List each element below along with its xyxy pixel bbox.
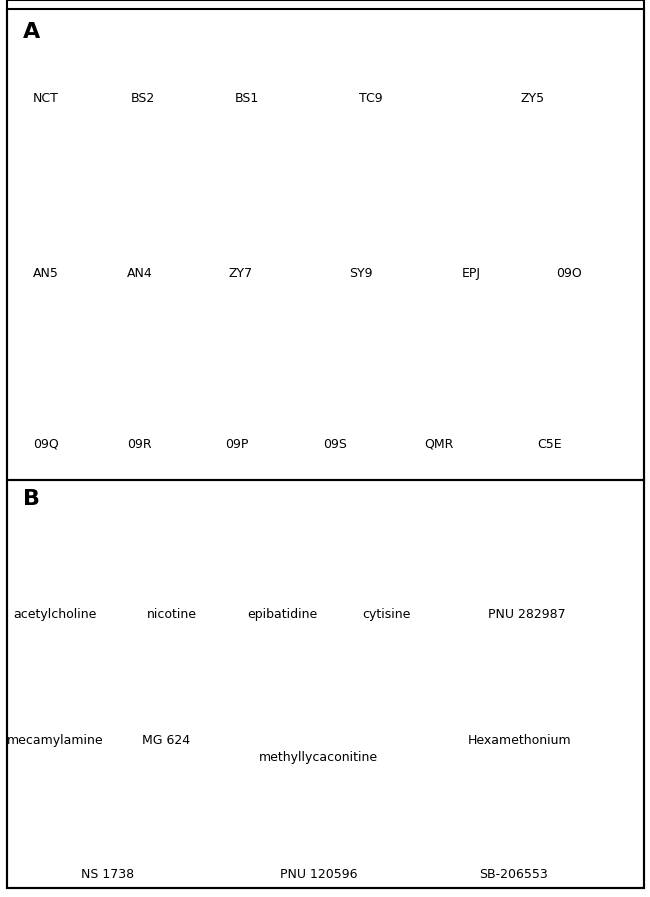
Text: NCT: NCT bbox=[32, 92, 58, 105]
Text: ZY5: ZY5 bbox=[521, 92, 545, 105]
Text: acetylcholine: acetylcholine bbox=[14, 608, 97, 621]
Text: 09R: 09R bbox=[127, 438, 152, 450]
Text: epibatidine: epibatidine bbox=[248, 608, 318, 621]
Text: mecamylamine: mecamylamine bbox=[7, 734, 103, 746]
Text: C5E: C5E bbox=[537, 438, 562, 450]
Text: SY9: SY9 bbox=[349, 267, 372, 280]
Text: B: B bbox=[23, 489, 40, 509]
Text: QMR: QMR bbox=[424, 438, 454, 450]
Text: 09O: 09O bbox=[556, 267, 582, 280]
Text: nicotine: nicotine bbox=[148, 608, 197, 621]
Text: AN5: AN5 bbox=[32, 267, 58, 280]
Text: EPJ: EPJ bbox=[462, 267, 481, 280]
Text: AN4: AN4 bbox=[127, 267, 153, 280]
Text: methyllycaconitine: methyllycaconitine bbox=[259, 752, 378, 764]
Text: ZY7: ZY7 bbox=[228, 267, 253, 280]
Text: PNU 282987: PNU 282987 bbox=[488, 608, 566, 621]
Text: cytisine: cytisine bbox=[363, 608, 411, 621]
Text: MG 624: MG 624 bbox=[142, 734, 190, 746]
Text: 09Q: 09Q bbox=[32, 438, 58, 450]
Text: TC9: TC9 bbox=[359, 92, 382, 105]
Text: A: A bbox=[23, 22, 40, 42]
Text: NS 1738: NS 1738 bbox=[81, 868, 134, 881]
Text: SB-206553: SB-206553 bbox=[479, 868, 548, 881]
Text: BS1: BS1 bbox=[235, 92, 259, 105]
Text: Hexamethonium: Hexamethonium bbox=[468, 734, 572, 746]
Text: 09S: 09S bbox=[323, 438, 346, 450]
Text: BS2: BS2 bbox=[131, 92, 155, 105]
Text: PNU 120596: PNU 120596 bbox=[280, 868, 358, 881]
Text: 09P: 09P bbox=[226, 438, 249, 450]
